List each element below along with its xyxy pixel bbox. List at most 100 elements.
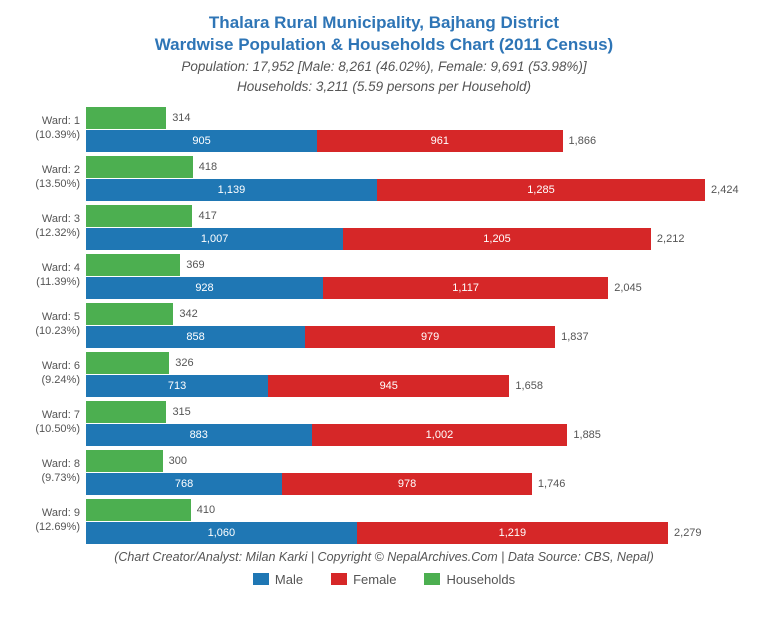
ward-pct: (13.50%) [35,178,80,190]
ward-label: Ward: 8(9.73%) [18,458,86,486]
ward-pct: (10.39%) [35,129,80,141]
male-value: 1,007 [201,233,229,245]
female-bar: 1,002 [312,424,568,446]
households-bar [86,156,193,178]
ward-pct: (12.32%) [35,227,80,239]
ward-bars: 369 928 1,117 2,045 [86,254,750,299]
ward-label: Ward: 3 (12.32%) [18,213,86,241]
male-bar: 905 [86,130,317,152]
male-value: 858 [186,331,204,343]
male-bar: 883 [86,424,312,446]
ward-row: Ward: 3(12.32%)4171,0071,2052,212 [18,205,750,250]
households-bar-line: 369 [86,254,750,276]
female-bar: 1,285 [377,179,705,201]
chart-subtitle-line2: Households: 3,211 (5.59 persons per Hous… [18,78,750,96]
female-value: 1,002 [426,429,454,441]
households-bar-line: 418 [86,156,750,178]
chart-title-line1: Thalara Rural Municipality, Bajhang Dist… [18,12,750,34]
ward-row: Ward: 9 (12.69%) 410 1,060 1,219 2,279 [18,499,750,544]
male-bar: 1,060 [86,522,357,544]
female-value: 1,219 [499,527,527,539]
female-value: 945 [380,380,398,392]
ward-name: Ward: 9 [42,507,80,519]
population-total: 1,866 [563,135,597,147]
female-bar: 961 [317,130,562,152]
population-total: 2,279 [668,527,702,539]
male-bar: 1,007 [86,228,343,250]
male-value: 1,060 [208,527,236,539]
households-bar [86,450,163,472]
households-bar [86,499,191,521]
ward-row: Ward: 5(10.23%)3428589791,837 [18,303,750,348]
households-value: 417 [192,210,216,222]
households-bar [86,303,173,325]
male-value: 883 [190,429,208,441]
population-total: 1,885 [567,429,601,441]
chart-area: Ward: 1(10.39%)3149059611,866Ward: 2(13.… [18,107,750,544]
households-bar [86,254,180,276]
female-value: 1,117 [452,282,479,294]
male-value: 768 [175,478,193,490]
chart-title-line2: Wardwise Population & Households Chart (… [18,34,750,56]
ward-pct: (12.69%) [35,521,80,533]
households-value: 342 [173,308,197,320]
population-bar-line: 1,0071,2052,212 [86,228,750,250]
households-value: 369 [180,259,204,271]
population-total: 1,746 [532,478,566,490]
ward-label: Ward: 9 (12.69%) [18,507,86,535]
legend-label-female: Female [353,572,396,587]
households-bar [86,401,166,423]
ward-bars: 4171,0071,2052,212 [86,205,750,250]
male-bar: 928 [86,277,323,299]
ward-bars: 342 8589791,837 [86,303,750,348]
ward-name: Ward: 8 [42,458,80,470]
population-total: 1,837 [555,331,589,343]
ward-name: Ward: 4 [42,262,80,274]
legend-swatch-male [253,573,269,585]
chart-footer: (Chart Creator/Analyst: Milan Karki | Co… [18,550,750,564]
male-value: 928 [195,282,213,294]
ward-name: Ward: 1 [42,115,80,127]
households-bar-line: 410 [86,499,750,521]
male-bar: 858 [86,326,305,348]
households-bar [86,205,192,227]
population-bar-line: 713 945 1,658 [86,375,750,397]
population-bar-line: 1,060 1,219 2,279 [86,522,750,544]
ward-name: Ward: 3 [42,213,80,225]
ward-label: Ward: 7(10.50%) [18,409,86,437]
households-value: 326 [169,357,193,369]
households-value: 410 [191,504,215,516]
households-value: 315 [166,406,190,418]
ward-name: Ward: 2 [42,164,80,176]
population-bar-line: 8589791,837 [86,326,750,348]
population-bar-line: 9059611,866 [86,130,750,152]
ward-row: Ward: 7(10.50%) 315883 1,002 1,885 [18,401,750,446]
male-value: 1,139 [218,184,246,196]
population-total: 1,658 [509,380,543,392]
female-bar: 1,117 [323,277,608,299]
ward-bars: 410 1,060 1,219 2,279 [86,499,750,544]
legend-swatch-female [331,573,347,585]
population-total: 2,424 [705,184,739,196]
ward-row: Ward: 1(10.39%)3149059611,866 [18,107,750,152]
female-bar: 978 [282,473,532,495]
ward-name: Ward: 6 [42,360,80,372]
ward-row: Ward: 4 (11.39%) 369 928 1,117 2,045 [18,254,750,299]
households-bar-line: 300 [86,450,750,472]
households-value: 418 [193,161,217,173]
male-bar: 768 [86,473,282,495]
ward-row: Ward: 8(9.73%)300 768 9781,746 [18,450,750,495]
legend-item-female: Female [331,572,396,587]
ward-bars: 326 713 945 1,658 [86,352,750,397]
male-value: 713 [168,380,186,392]
female-bar: 1,205 [343,228,651,250]
ward-pct: (11.39%) [36,276,80,288]
ward-label: Ward: 4 (11.39%) [18,262,86,290]
female-value: 1,285 [527,184,555,196]
households-bar-line: 417 [86,205,750,227]
ward-label: Ward: 2 (13.50%) [18,164,86,192]
households-bar [86,107,166,129]
households-bar-line: 342 [86,303,750,325]
population-total: 2,045 [608,282,642,294]
ward-name: Ward: 5 [42,311,80,323]
